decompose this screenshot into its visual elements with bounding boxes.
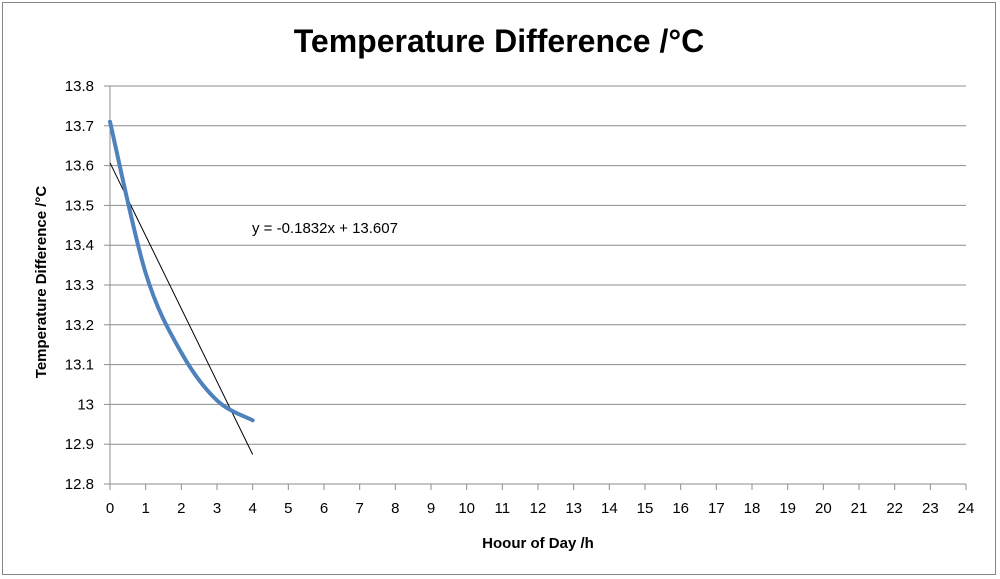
chart-title: Temperature Difference /°C — [294, 23, 705, 59]
y-tick-label: 12.9 — [65, 436, 94, 453]
axes — [109, 86, 966, 485]
x-tick-label: 24 — [958, 500, 975, 517]
trendline — [109, 162, 254, 455]
y-tick-label: 13.1 — [65, 357, 94, 374]
gridlines — [110, 85, 966, 445]
x-tick-label: 18 — [744, 500, 761, 517]
x-tick-label: 17 — [708, 500, 725, 517]
y-tick-label: 13.6 — [65, 158, 94, 175]
series — [108, 119, 255, 423]
x-axis-title: Hoour of Day /h — [482, 535, 594, 552]
trendline-equation: y = -0.1832x + 13.607 — [252, 220, 398, 237]
x-tick-label: 23 — [922, 500, 939, 517]
series-line — [108, 119, 255, 423]
x-tick-label: 11 — [495, 500, 511, 517]
x-tick-label: 1 — [141, 500, 149, 517]
y-tick-label: 13.2 — [65, 317, 94, 334]
x-tick-label: 6 — [320, 500, 328, 517]
x-tick-label: 7 — [355, 500, 363, 517]
x-tick-label: 20 — [815, 500, 832, 517]
y-tick-label: 13.8 — [65, 78, 94, 95]
y-tick-label: 13.3 — [65, 277, 94, 294]
x-tick-label: 22 — [886, 500, 903, 517]
x-tick-label: 21 — [851, 500, 868, 517]
x-axis-ticks: 0 1 2 3 4 5 6 7 8 9 10 11 12 13 14 15 16 17 18 19 20 21 22 23 24 — [106, 484, 975, 517]
y-tick-label: 13.4 — [65, 237, 94, 254]
y-axis-title: Temperature Difference /°C — [33, 186, 50, 379]
y-tick-label: 13.5 — [65, 197, 94, 214]
x-tick-label: 2 — [177, 500, 185, 517]
x-tick-label: 4 — [248, 500, 256, 517]
x-tick-label: 5 — [284, 500, 292, 517]
x-tick-label: 19 — [779, 500, 796, 517]
x-tick-label: 10 — [458, 500, 475, 517]
y-tick-label: 12.8 — [65, 476, 94, 493]
y-axis-ticks: 12.8 12.9 13 13.1 13.2 13.3 13.4 13.5 13.6 13.7 13… — [65, 78, 110, 493]
y-tick-label: 13.7 — [65, 118, 94, 135]
x-tick-label: 3 — [213, 500, 221, 517]
x-tick-label: 13 — [565, 500, 582, 517]
x-tick-label: 0 — [106, 500, 114, 517]
y-tick-label: 13 — [77, 396, 94, 413]
trendline-path — [109, 162, 254, 455]
x-tick-label: 8 — [391, 500, 399, 517]
x-tick-label: 14 — [601, 500, 618, 517]
x-tick-label: 16 — [672, 500, 689, 517]
x-tick-label: 9 — [427, 500, 435, 517]
x-tick-label: 15 — [637, 500, 654, 517]
x-tick-label: 12 — [530, 500, 547, 517]
